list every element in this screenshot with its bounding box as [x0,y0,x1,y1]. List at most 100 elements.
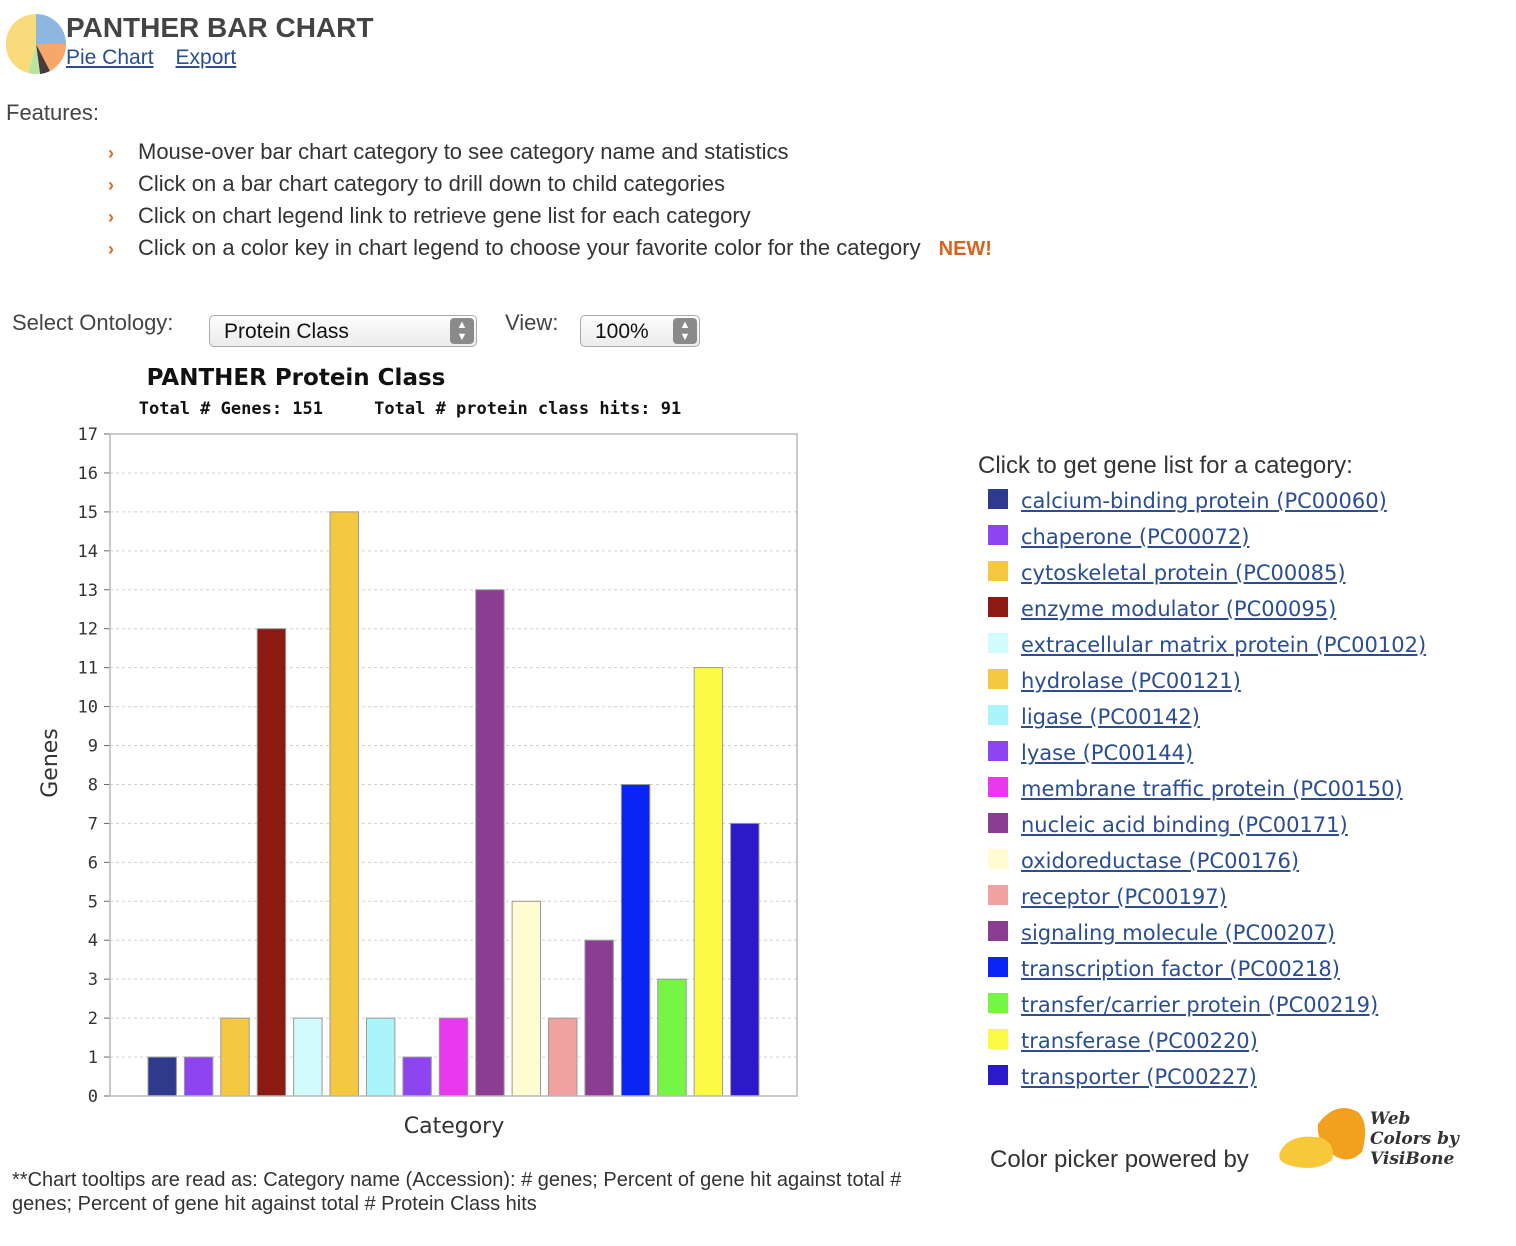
legend-color-key[interactable] [988,525,1008,546]
bar[interactable] [548,1017,578,1097]
legend-category-link[interactable]: transcription factor (PC00218) [1021,957,1340,981]
y-tick-label: 12 [78,620,98,640]
legend-color-key[interactable] [988,633,1008,654]
view-select[interactable]: 100% ▲ ▼ [580,315,700,347]
feature-item: › Mouse-over bar chart category to see ca… [108,138,992,170]
panther-pie-logo-icon [6,14,66,74]
y-tick-label: 11 [78,659,98,679]
legend-category-link[interactable]: enzyme modulator (PC00095) [1021,597,1337,621]
legend-color-key[interactable] [988,777,1008,798]
y-axis-label: Genes [38,728,63,798]
legend-color-key[interactable] [988,1065,1008,1086]
legend-category-link[interactable]: membrane traffic protein (PC00150) [1021,777,1403,801]
feature-text: Click on chart legend link to retrieve g… [138,203,751,228]
bar[interactable] [511,900,542,1097]
bar[interactable] [220,1017,250,1097]
legend-category-link[interactable]: lyase (PC00144) [1021,741,1194,765]
bar[interactable] [183,1056,214,1097]
legend-color-key[interactable] [988,993,1008,1014]
feature-text: Click on a bar chart category to drill d… [138,171,725,196]
legend-category-link[interactable]: cytoskeletal protein (PC00085) [1021,561,1346,585]
legend-category-link[interactable]: signaling molecule (PC00207) [1021,921,1336,945]
legend-category-link[interactable]: receptor (PC00197) [1021,885,1227,909]
y-tick-label: 2 [88,1009,98,1029]
visibone-logo[interactable]: Web Colors by VisiBone [1276,1102,1466,1172]
y-tick-label: 13 [78,581,98,601]
chart-bars [147,511,760,1097]
y-tick-label: 4 [88,931,98,951]
feature-text: Click on a color key in chart legend to … [138,235,921,260]
bar[interactable] [620,783,651,1097]
view-select-value: 100% [595,320,649,343]
visibone-logo-text: VisiBone [1370,1149,1454,1169]
legend-list: calcium-binding protein (PC00060) chapero… [988,486,1426,1098]
legend-category-link[interactable]: transferase (PC00220) [1021,1029,1258,1053]
legend-item: calcium-binding protein (PC00060) [988,486,1426,522]
legend-category-link[interactable]: nucleic acid binding (PC00171) [1021,813,1348,837]
ontology-select-value: Protein Class [224,320,349,343]
legend-category-link[interactable]: chaperone (PC00072) [1021,525,1250,549]
legend-item: chaperone (PC00072) [988,522,1426,558]
y-tick-label: 14 [78,542,98,562]
plot-frame [109,433,798,1097]
legend-color-key[interactable] [988,741,1008,762]
legend-category-link[interactable]: transfer/carrier protein (PC00219) [1021,993,1379,1017]
bar[interactable] [438,1017,469,1097]
pie-chart-link[interactable]: Pie Chart [66,46,154,69]
legend-category-link[interactable]: extracellular matrix protein (PC00102) [1021,633,1427,657]
legend-item: extracellular matrix protein (PC00102) [988,630,1426,666]
legend-category-link[interactable]: oxidoreductase (PC00176) [1021,849,1300,873]
bar[interactable] [657,978,687,1097]
bar[interactable] [147,1056,177,1097]
select-arrows-icon: ▲ ▼ [673,318,697,344]
bar[interactable] [693,667,724,1097]
legend-item: membrane traffic protein (PC00150) [988,774,1426,810]
bar[interactable] [256,628,287,1097]
legend-item: hydrolase (PC00121) [988,666,1426,702]
arrow-bullet-icon: › [108,207,114,227]
legend-color-key[interactable] [988,597,1008,618]
legend-color-key[interactable] [988,813,1008,834]
legend-category-link[interactable]: calcium-binding protein (PC00060) [1021,489,1387,513]
y-tick-label: 6 [88,853,98,873]
features-list: › Mouse-over bar chart category to see ca… [108,138,992,266]
legend-color-key[interactable] [988,1029,1008,1050]
legend-color-key[interactable] [988,489,1008,510]
feature-item: › Click on chart legend link to retrieve … [108,202,992,234]
y-tick-label: 8 [88,775,98,795]
bar[interactable] [365,1017,396,1097]
legend-item: nucleic acid binding (PC00171) [988,810,1426,846]
bar[interactable] [475,589,505,1097]
bar[interactable] [329,511,359,1097]
bar[interactable] [293,1017,323,1097]
y-tick-label: 16 [78,464,98,484]
ontology-label: Select Ontology: [12,310,174,335]
legend-item: transfer/carrier protein (PC00219) [988,990,1426,1026]
legend-color-key[interactable] [988,849,1008,870]
y-tick-label: 15 [78,503,98,523]
y-tick-label: 5 [88,892,98,912]
y-tick-label: 0 [88,1087,98,1107]
legend-color-key[interactable] [988,921,1008,942]
legend-category-link[interactable]: transporter (PC00227) [1021,1065,1257,1089]
bar[interactable] [730,822,760,1097]
arrow-bullet-icon: › [108,143,114,163]
legend-color-key[interactable] [988,885,1008,906]
legend-color-key[interactable] [988,561,1008,582]
page-title: PANTHER BAR CHART [66,12,374,43]
feature-item: › Click on a bar chart category to drill … [108,170,992,202]
legend-color-key[interactable] [988,669,1008,690]
legend-category-link[interactable]: hydrolase (PC00121) [1021,669,1241,693]
legend-category-link[interactable]: ligase (PC00142) [1021,705,1200,729]
legend-color-key[interactable] [988,957,1008,978]
powered-by-text: Color picker powered by [990,1146,1249,1173]
legend-item: transcription factor (PC00218) [988,954,1426,990]
chart-title: PANTHER Protein Class [147,365,446,391]
export-link[interactable]: Export [175,46,237,69]
bar[interactable] [584,939,614,1097]
legend-item: cytoskeletal protein (PC00085) [988,558,1426,594]
bar[interactable] [402,1056,432,1097]
ontology-select[interactable]: Protein Class ▲ ▼ [209,315,477,347]
legend-color-key[interactable] [988,705,1008,726]
